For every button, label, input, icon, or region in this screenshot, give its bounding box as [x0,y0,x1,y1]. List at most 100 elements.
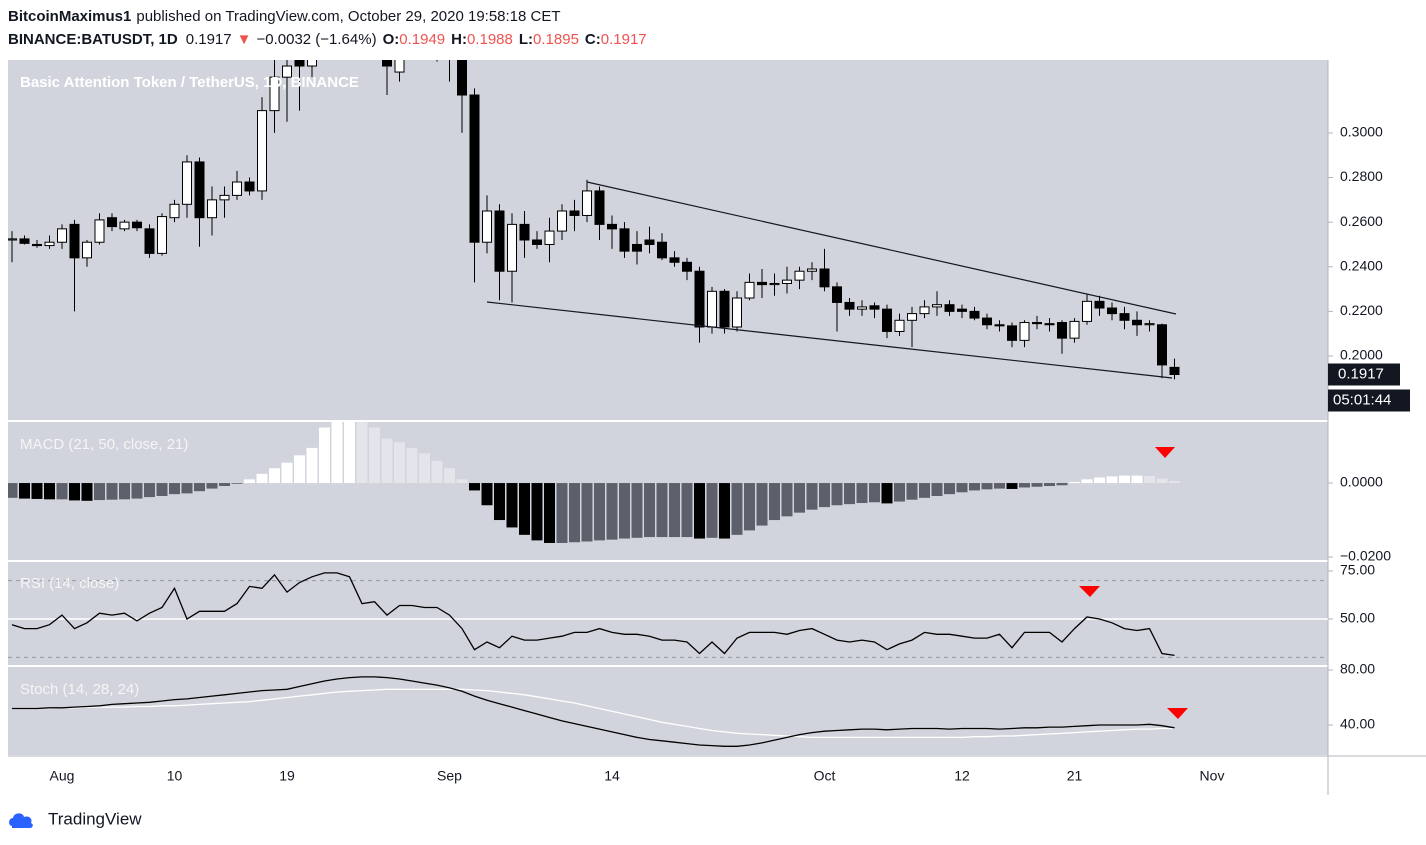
candle-body [719,290,730,328]
candle-body [569,210,580,216]
author: BitcoinMaximus1 [8,8,131,25]
candle-body [1094,300,1105,309]
histogram-bar [694,483,705,539]
last-price-box [1328,363,1400,386]
price-plot [8,60,1180,380]
candle-body [944,304,955,312]
histogram-bar [806,483,818,510]
candle-body [894,319,905,332]
x-tick-label: 21 [1067,768,1083,784]
candle-body [107,217,117,228]
histogram-bar [656,483,668,538]
histogram-bar [556,483,568,543]
candle-body [744,281,755,299]
candle-body [957,308,967,312]
pane-title: RSI (14, close) [20,575,119,592]
histogram-bar [381,438,393,484]
candle-body [794,270,805,281]
candle-body [194,161,205,219]
ohlc-value: 0.1895 [533,31,579,48]
histogram-bar [1119,475,1130,484]
histogram-bar [31,483,43,499]
candle-body [907,313,917,321]
histogram-bar [1006,483,1018,489]
trendline-upper [586,181,1177,315]
histogram-bar [1106,476,1118,484]
candle-body [19,238,30,244]
histogram-bar [1081,479,1093,484]
histogram-bar [606,483,618,540]
histogram-bar [356,422,368,484]
countdown-box [1328,389,1410,412]
candle-body [1032,322,1042,325]
trendline-lower [486,301,1173,379]
header-line-1: BitcoinMaximus1 published on TradingView.… [8,8,561,25]
countdown: 05:01:44 [1333,391,1391,408]
histogram-bar [156,483,168,496]
histogram-bar [956,483,968,493]
histogram-bar [456,479,468,484]
histogram-bar [919,483,930,498]
candle-body [294,60,305,67]
candle-body [757,281,767,286]
histogram-bar [931,483,943,496]
histogram-bar [419,453,430,484]
ohlc-label: L: [519,31,533,48]
candle-body [157,216,167,254]
candle-body [207,199,217,219]
x-tick-label: Sep [437,768,462,784]
candle-body [69,223,80,259]
candle-body [1132,319,1142,326]
last-price: 0.1917 [1338,365,1384,382]
candle-body [382,60,392,67]
candle-body [819,268,830,288]
y-tick-label: 40.00 [1340,716,1375,732]
candle-body [919,306,930,315]
y-tick-label: 0.2000 [1340,347,1383,363]
signal-arrow [1155,447,1175,458]
candle-body [594,190,605,225]
indicator-line [12,676,1175,747]
histogram-bar [681,483,693,538]
y-tick-label: 50.00 [1340,610,1375,626]
candle-body [57,228,67,243]
candle-body [1044,323,1055,326]
candle-body [982,317,992,326]
histogram-bar [769,483,780,521]
macd-pane [8,422,1328,560]
histogram-bar [731,483,743,535]
histogram-bar [594,483,605,541]
brand: TradingView [48,809,142,828]
histogram-bar [544,483,555,543]
histogram-bar [319,427,330,484]
histogram-bar [394,442,405,484]
candle-body [557,210,567,232]
stoch-plot [12,676,1175,747]
histogram-bar [294,455,305,484]
stoch-pane [8,667,1328,755]
histogram-bar [644,483,655,538]
ohlc-label: C: [585,31,601,48]
histogram-bar [144,483,155,498]
macd-plot [8,422,1180,543]
candle-body [1007,325,1017,341]
candle-body [269,76,280,112]
candle-body [507,223,517,272]
arrow: ▼ [237,31,252,48]
histogram-bar [131,483,143,499]
change: −0.0032 (−1.64%) [256,31,376,48]
histogram-bar [481,483,493,506]
histogram-bar [1056,483,1068,486]
histogram-bar [631,483,643,538]
y-tick-label: 80.00 [1340,661,1375,677]
histogram-bar [994,483,1005,489]
histogram-bar [794,483,805,513]
histogram-bar [756,483,768,526]
candle-body [1082,300,1092,322]
candle-body [94,219,105,243]
histogram-bar [406,447,418,484]
rsi-pane [8,562,1328,665]
price-axis [1328,60,1426,795]
